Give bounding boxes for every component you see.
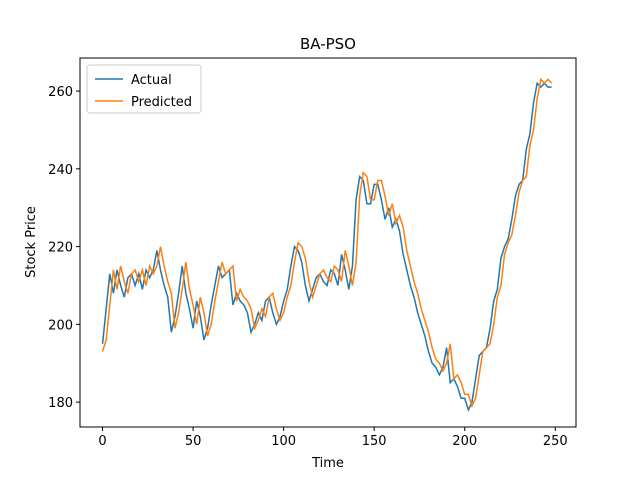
legend-label: Predicted [131, 95, 192, 110]
x-tick-label: 200 [452, 434, 477, 449]
y-tick-label: 240 [48, 163, 73, 178]
x-tick-label: 250 [543, 434, 568, 449]
x-axis-label: Time [311, 456, 344, 471]
x-tick-label: 100 [271, 434, 296, 449]
y-tick-label: 200 [48, 318, 73, 333]
y-tick-label: 260 [48, 85, 73, 100]
y-tick-label: 220 [48, 241, 73, 256]
plot-frame [79, 57, 577, 428]
y-tick-label: 180 [48, 396, 73, 411]
series-line [101, 81, 552, 412]
x-tick-label: 150 [362, 434, 387, 449]
legend-label: Actual [131, 73, 172, 88]
x-tick-label: 0 [98, 434, 106, 449]
chart-title: BA-PSO [300, 35, 356, 53]
series-line [101, 77, 553, 409]
y-axis-label: Stock Price [24, 206, 39, 278]
x-tick-label: 50 [185, 434, 202, 449]
